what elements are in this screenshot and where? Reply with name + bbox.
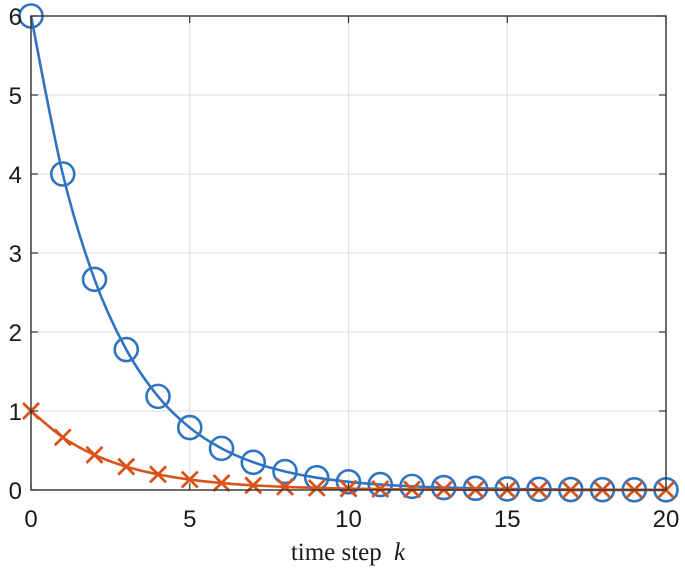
y-tick-label: 2 [9,320,22,347]
circle-marker [399,473,425,500]
y-tick-label: 0 [9,478,22,505]
x-marker [307,478,326,497]
circle-marker [240,449,267,476]
circle-marker [367,471,394,498]
circle-marker [176,414,203,441]
x-tick-label: 5 [183,506,196,533]
y-tick-label: 3 [9,241,22,268]
circle-marker [272,458,298,485]
x-tick-label: 15 [494,506,521,533]
x-tick-label: 0 [24,506,37,533]
x-marker [85,445,104,464]
x-marker [117,457,136,476]
x-marker [371,480,390,499]
circle-marker [430,474,457,501]
circle-marker [335,468,362,495]
y-tick-label: 5 [9,83,22,110]
grid-lines [30,15,667,491]
x-marker [149,465,167,484]
circle-marker [462,475,489,502]
y-tick-label: 4 [9,162,22,189]
x-marker [180,470,199,489]
x-marker [276,477,294,496]
y-tick-label: 6 [9,4,22,31]
circle-marker [81,266,108,293]
x-marker [212,474,231,493]
x-tick-label: 20 [653,506,680,533]
circle-marker [145,383,171,410]
circle-marker [113,336,140,363]
y-tick-label: 1 [9,399,22,426]
x-marker [53,428,72,447]
x-axis-label: time step k [291,539,406,566]
x-tick-label: 10 [335,506,362,533]
axis-ticks: 0 5 10 15 20 0 1 2 3 4 5 6 [9,4,680,533]
circle-marker [49,161,76,187]
circle-marker [208,435,235,462]
